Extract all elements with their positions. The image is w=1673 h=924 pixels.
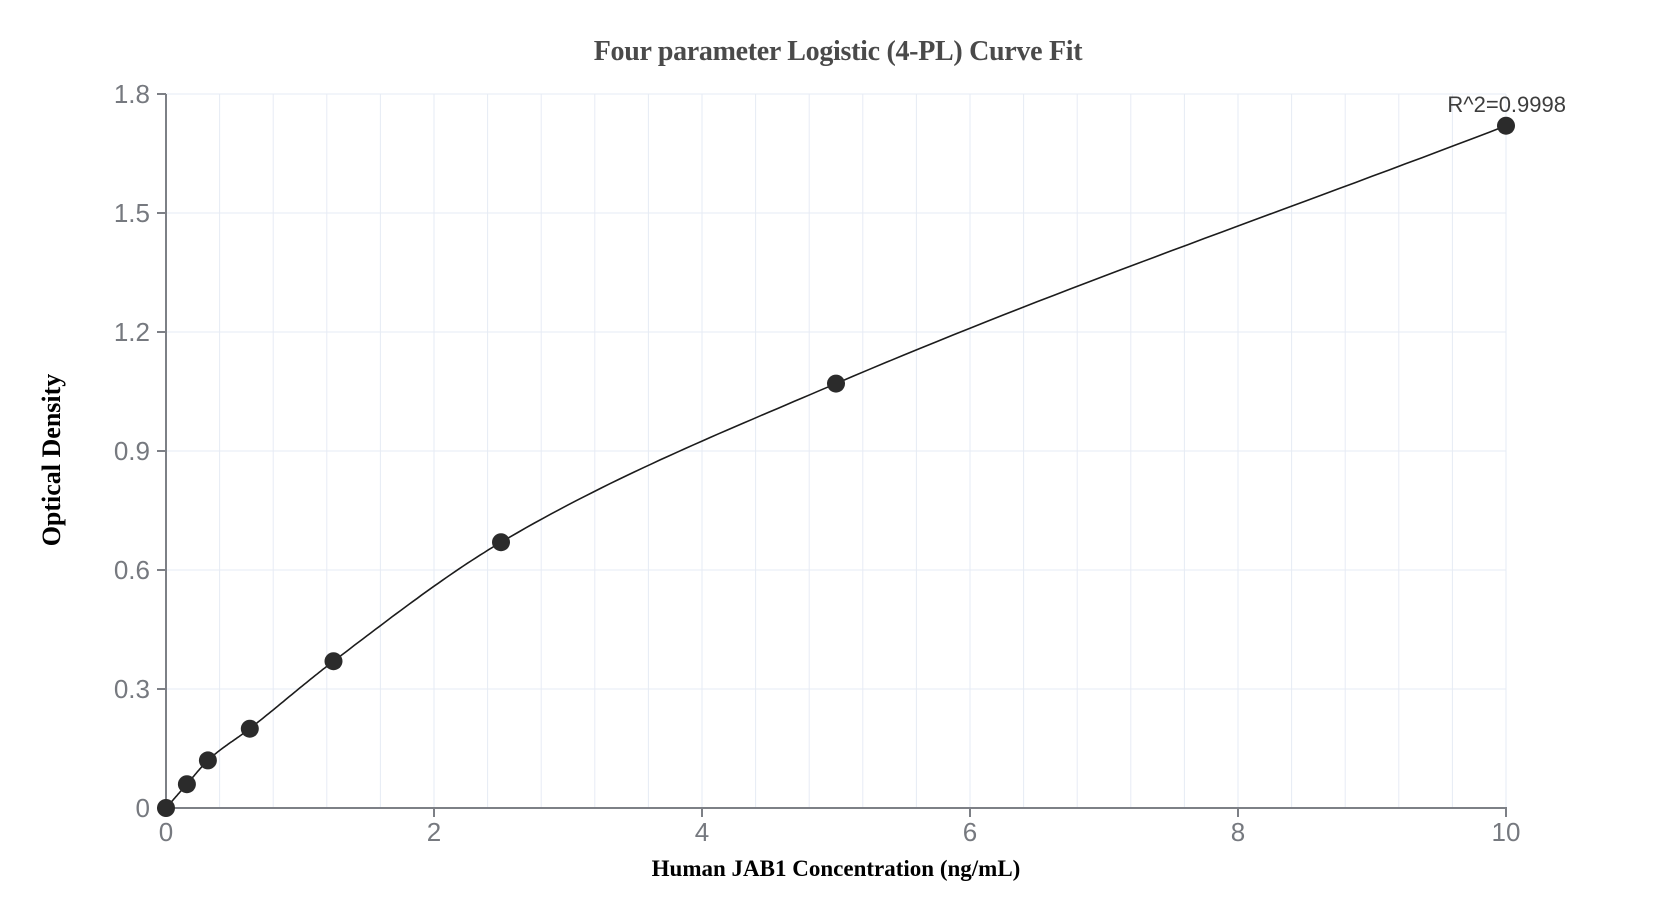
y-tick-label: 0.9 xyxy=(114,436,150,466)
fit-curve-line xyxy=(165,124,1507,809)
data-point xyxy=(198,751,217,770)
y-tick-label: 1.5 xyxy=(114,198,150,228)
y-tick-label: 0.6 xyxy=(114,555,150,585)
x-tick-label: 8 xyxy=(1231,817,1245,847)
data-point xyxy=(492,533,510,552)
grid-lines xyxy=(166,93,1507,808)
data-point xyxy=(324,652,343,671)
y-axis-title: Optical Density xyxy=(37,374,66,547)
x-tick-label: 4 xyxy=(695,817,709,847)
x-tick-label: 0 xyxy=(159,817,173,847)
data-point xyxy=(177,775,196,794)
data-point xyxy=(240,719,259,738)
data-point xyxy=(1497,116,1515,135)
data-point xyxy=(157,799,175,817)
y-tick-label: 0 xyxy=(136,793,150,823)
tick-labels: 0 2 4 6 8 10 0 0.3 0.6 0.9 1.2 1.5 1.8 xyxy=(114,79,1521,847)
x-tick-label: 2 xyxy=(427,817,441,847)
y-tick-label: 1.8 xyxy=(114,79,150,109)
x-tick-label: 6 xyxy=(963,817,977,847)
y-tick-label: 0.3 xyxy=(114,674,150,704)
r-squared-annotation: R^2=0.9998 xyxy=(1447,92,1566,117)
chart-title: Four parameter Logistic (4-PL) Curve Fit xyxy=(594,36,1083,67)
x-axis-title: Human JAB1 Concentration (ng/mL) xyxy=(652,856,1021,881)
data-point xyxy=(827,374,845,393)
x-tick-label: 10 xyxy=(1492,817,1521,847)
y-tick-label: 1.2 xyxy=(114,317,150,347)
data-points xyxy=(157,116,1515,817)
